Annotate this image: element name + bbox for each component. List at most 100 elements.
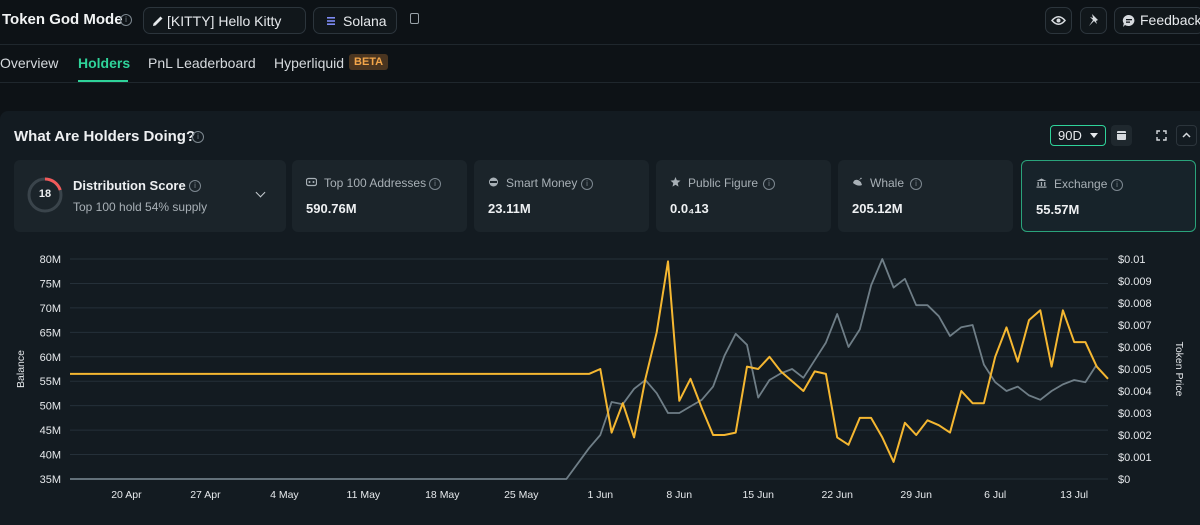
expand-icon — [1156, 130, 1167, 141]
y2-tick-label: $0.005 — [1118, 364, 1152, 376]
score-gauge — [27, 177, 63, 213]
info-icon[interactable]: i — [910, 178, 922, 190]
holders-balance-chart: 35M 40M 45M 50M 55M 60M 65M 70M 75M 80M $0 $0.001 $0… — [15, 254, 1185, 501]
pencil-icon — [153, 16, 163, 26]
y2-tick-label: $0.009 — [1118, 276, 1152, 288]
tab-bar: Overview Holders PnL Leaderboard Hyperli… — [0, 44, 1200, 83]
active-tab-indicator — [78, 80, 128, 82]
y-axis-title: Balance — [15, 350, 27, 388]
caret-down-icon — [1090, 133, 1098, 138]
y-tick-label: 35M — [40, 474, 61, 486]
chain-label: Solana — [343, 13, 387, 29]
token-label: [KITTY] Hello Kitty — [167, 13, 282, 29]
stat-label: Smart Money — [506, 176, 578, 190]
distribution-score-subtitle: Top 100 hold 54% supply — [73, 200, 208, 214]
whale-icon — [853, 177, 862, 186]
x-tick-label: 18 May — [425, 489, 460, 501]
expand-button[interactable] — [1151, 125, 1172, 146]
x-tick-label: 27 Apr — [190, 489, 221, 501]
stat-card-smart-money[interactable]: Smart Money i 23.11M — [474, 160, 649, 232]
collapse-button[interactable] — [1176, 125, 1197, 146]
x-tick-label: 8 Jun — [666, 489, 692, 501]
y2-tick-label: $0.002 — [1118, 430, 1152, 442]
info-icon[interactable]: i — [581, 178, 593, 190]
y2-axis-title: Token Price — [1173, 342, 1185, 397]
x-tick-label: 13 Jul — [1060, 489, 1088, 501]
smart-money-icon — [489, 177, 498, 187]
y2-tick-label: $0.007 — [1118, 320, 1152, 332]
distribution-score-card[interactable]: 18 Distribution Score i Top 100 hold 54%… — [14, 160, 286, 232]
tab-hyperliquid[interactable]: Hyperliquid — [274, 55, 345, 71]
tab-overview[interactable]: Overview — [0, 55, 59, 71]
y2-tick-label: $0.004 — [1118, 386, 1152, 398]
x-tick-label: 1 Jun — [587, 489, 613, 501]
y-tick-label: 70M — [40, 303, 61, 315]
y2-tick-label: $0.001 — [1118, 452, 1152, 464]
tab-holders[interactable]: Holders — [78, 55, 131, 71]
stat-value: 590.76M — [306, 201, 357, 216]
exchange-icon — [1036, 178, 1047, 188]
stat-label: Exchange — [1054, 177, 1108, 191]
x-tick-label: 25 May — [504, 489, 539, 501]
stat-value: 23.11M — [488, 201, 531, 216]
stat-card-whale[interactable]: Whale i 205.12M — [838, 160, 1013, 232]
feedback-label: Feedback — [1140, 12, 1200, 28]
top-bar: Token God Mode i [KITTY] Hello Kitty Sol… — [0, 0, 1200, 45]
y-tick-label: 55M — [40, 376, 61, 388]
x-tick-label: 20 Apr — [111, 489, 142, 501]
chat-bubble-icon — [1122, 14, 1135, 27]
time-range-select[interactable]: 90D — [1050, 125, 1106, 146]
beta-badge: BETA — [349, 54, 389, 70]
y-tick-label: 40M — [40, 450, 61, 462]
pin-icon — [1089, 14, 1098, 26]
info-icon[interactable]: i — [192, 131, 204, 143]
holders-panel: What Are Holders Doing? i 90D 18 Distrib… — [0, 111, 1200, 525]
y-tick-label: 45M — [40, 425, 61, 437]
x-tick-label: 22 Jun — [821, 489, 853, 501]
y-tick-label: 80M — [40, 254, 61, 266]
y-tick-label: 60M — [40, 352, 61, 364]
stat-label: Public Figure — [688, 176, 759, 190]
y2-tick-label: $0.003 — [1118, 408, 1152, 420]
stat-label: Whale — [870, 176, 905, 190]
stat-value: 55.57M — [1036, 202, 1080, 217]
y-tick-label: 75M — [40, 278, 61, 290]
app-title: Token God Mode — [2, 11, 123, 28]
y2-tick-label: $0.008 — [1118, 298, 1152, 310]
feedback-button[interactable]: Feedback — [1114, 7, 1200, 34]
solana-icon — [327, 17, 335, 25]
info-icon[interactable]: i — [763, 178, 775, 190]
chevron-up-icon — [1182, 132, 1191, 138]
stat-card-public-figure[interactable]: Public Figure i 0.0₄13 — [656, 160, 831, 232]
eye-icon — [1051, 16, 1066, 25]
watch-button[interactable] — [1045, 7, 1072, 34]
public-figure-icon — [670, 177, 681, 187]
top-100-icon — [306, 177, 317, 187]
distribution-score-title: Distribution Score — [73, 178, 186, 193]
stat-label: Top 100 Addresses — [324, 176, 427, 190]
y2-tick-label: $0.01 — [1118, 254, 1146, 266]
info-icon[interactable]: i — [120, 14, 132, 26]
time-range-value: 90D — [1058, 128, 1082, 143]
copy-icon[interactable] — [410, 13, 419, 24]
calendar-icon — [1117, 131, 1126, 140]
chevron-down-icon[interactable] — [255, 187, 266, 198]
pin-button[interactable] — [1080, 7, 1107, 34]
price-line — [70, 258, 1098, 480]
info-icon[interactable]: i — [189, 180, 201, 192]
stat-value: 205.12M — [852, 201, 903, 216]
y2-tick-label: $0 — [1118, 474, 1130, 486]
calendar-button[interactable] — [1111, 125, 1132, 146]
tab-pnl-leaderboard[interactable]: PnL Leaderboard — [148, 55, 256, 71]
x-tick-label: 15 Jun — [742, 489, 774, 501]
chain-selector[interactable]: Solana — [313, 7, 397, 34]
info-icon[interactable]: i — [429, 178, 441, 190]
info-icon[interactable]: i — [1111, 179, 1123, 191]
stat-card-top-100[interactable]: Top 100 Addresses i 590.76M — [292, 160, 467, 232]
token-selector[interactable]: [KITTY] Hello Kitty — [143, 7, 306, 34]
x-tick-label: 11 May — [347, 489, 381, 501]
y-tick-label: 65M — [40, 327, 61, 339]
stat-card-exchange[interactable]: Exchange i 55.57M — [1021, 160, 1196, 232]
x-tick-label: 29 Jun — [900, 489, 932, 501]
distribution-score-value: 18 — [38, 188, 52, 200]
